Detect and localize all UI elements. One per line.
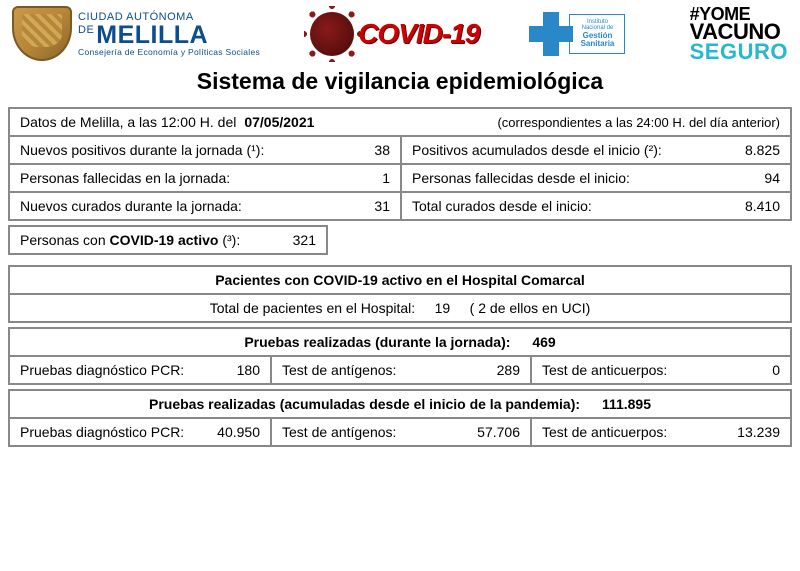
cum-deaths-label: Personas fallecidas desde el inicio: <box>412 170 630 186</box>
cell-deaths-today: Personas fallecidas en la jornada: 1 <box>10 165 400 191</box>
cell-cum-positives: Positivos acumulados desde el inicio (²)… <box>400 137 790 163</box>
cell-antibody-total: Test de anticuerpos: 13.239 <box>530 419 790 445</box>
pcr-daily-value: 180 <box>210 362 260 378</box>
covid19-logo: COVID-19 <box>310 12 479 56</box>
cum-deaths-value: 94 <box>700 170 780 186</box>
tests-daily-total: 469 <box>532 334 555 350</box>
cum-positives-label: Positivos acumulados desde el inicio (²)… <box>412 142 662 158</box>
tests-daily-section: Pruebas realizadas (durante la jornada):… <box>8 327 792 385</box>
uci-suffix: de ellos en UCI) <box>486 300 590 316</box>
ingesa-box: Instituto Nacional de Gestión Sanitaria <box>569 14 625 54</box>
tests-total-count: 111.895 <box>602 396 651 412</box>
cell-recovered-today: Nuevos curados durante la jornada: 31 <box>10 193 400 219</box>
pcr-total-label: Pruebas diagnóstico PCR: <box>20 424 184 440</box>
antibody-daily-label: Test de anticuerpos: <box>542 362 667 378</box>
new-positives-label: Nuevos positivos durante la jornada (¹): <box>20 142 264 158</box>
meta-prefix: Datos de Melilla, a las 12:00 H. del <box>20 114 236 130</box>
new-positives-value: 38 <box>340 142 390 158</box>
hospital-total: 19 <box>435 300 451 316</box>
ingesa-logo: Instituto Nacional de Gestión Sanitaria <box>529 9 639 59</box>
cell-cum-deaths: Personas fallecidas desde el inicio: 94 <box>400 165 790 191</box>
active-cases-box: Personas con COVID-19 activo (³): 321 <box>8 225 328 255</box>
antibody-daily-value: 0 <box>730 362 780 378</box>
covid-text: COVID-19 <box>358 18 479 50</box>
melilla-logo: CIUDAD AUTÓNOMA DEMELILLA Consejería de … <box>12 6 260 61</box>
hospital-section: Pacientes con COVID-19 activo en el Hosp… <box>8 265 792 323</box>
antigen-total-label: Test de antígenos: <box>282 424 396 440</box>
cell-antigen-total: Test de antígenos: 57.706 <box>270 419 530 445</box>
meta-subtitle: (correspondientes a las 24:00 H. del día… <box>497 115 780 130</box>
report-date: 07/05/2021 <box>244 114 314 130</box>
yome-l3: SEGURO <box>690 42 788 62</box>
antigen-daily-label: Test de antígenos: <box>282 362 396 378</box>
cum-recovered-value: 8.410 <box>700 198 780 214</box>
cell-antibody-daily: Test de anticuerpos: 0 <box>530 357 790 383</box>
page-title: Sistema de vigilancia epidemiológica <box>0 68 800 95</box>
melilla-de: DE <box>78 24 94 36</box>
pcr-total-value: 40.950 <box>210 424 260 440</box>
uci-prefix: ( <box>470 300 479 316</box>
antigen-total-value: 57.706 <box>470 424 520 440</box>
recovered-today-value: 31 <box>340 198 390 214</box>
summary-table: Datos de Melilla, a las 12:00 H. del 07/… <box>8 107 792 221</box>
melilla-text: CIUDAD AUTÓNOMA DEMELILLA Consejería de … <box>78 12 260 57</box>
cum-positives-value: 8.825 <box>700 142 780 158</box>
cell-new-positives: Nuevos positivos durante la jornada (¹):… <box>10 137 400 163</box>
header-logos: CIUDAD AUTÓNOMA DEMELILLA Consejería de … <box>0 0 800 64</box>
pcr-daily-label: Pruebas diagnóstico PCR: <box>20 362 184 378</box>
uci-count: 2 <box>478 300 486 316</box>
hospital-line: Total de pacientes en el Hospital: 19 ( … <box>10 295 790 321</box>
recovered-today-label: Nuevos curados durante la jornada: <box>20 198 242 214</box>
cell-cum-recovered: Total curados desde el inicio: 8.410 <box>400 193 790 219</box>
cell-pcr-daily: Pruebas diagnóstico PCR: 180 <box>10 357 270 383</box>
medical-cross-icon <box>529 12 573 56</box>
hospital-title: Pacientes con COVID-19 activo en el Hosp… <box>10 267 790 293</box>
cum-recovered-label: Total curados desde el inicio: <box>412 198 592 214</box>
virus-icon <box>310 12 354 56</box>
tests-daily-title: Pruebas realizadas (durante la jornada):… <box>10 329 790 355</box>
active-label: Personas con COVID-19 activo (³): <box>20 232 240 248</box>
melilla-line3: Consejería de Economía y Políticas Socia… <box>78 48 260 57</box>
antigen-daily-value: 289 <box>470 362 520 378</box>
antibody-total-label: Test de anticuerpos: <box>542 424 667 440</box>
active-value: 321 <box>266 232 316 248</box>
yomevacuno-logo: #YOME VACUNO SEGURO <box>690 6 788 62</box>
meta-row: Datos de Melilla, a las 12:00 H. del 07/… <box>10 109 790 135</box>
cell-antigen-daily: Test de antígenos: 289 <box>270 357 530 383</box>
tests-total-section: Pruebas realizadas (acumuladas desde el … <box>8 389 792 447</box>
antibody-total-value: 13.239 <box>730 424 780 440</box>
melilla-line2: MELILLA <box>96 21 208 49</box>
tests-total-title: Pruebas realizadas (acumuladas desde el … <box>10 391 790 417</box>
cell-pcr-total: Pruebas diagnóstico PCR: 40.950 <box>10 419 270 445</box>
deaths-today-label: Personas fallecidas en la jornada: <box>20 170 230 186</box>
shield-icon <box>12 6 72 61</box>
hospital-label: Total de pacientes en el Hospital: <box>210 300 415 316</box>
deaths-today-value: 1 <box>340 170 390 186</box>
